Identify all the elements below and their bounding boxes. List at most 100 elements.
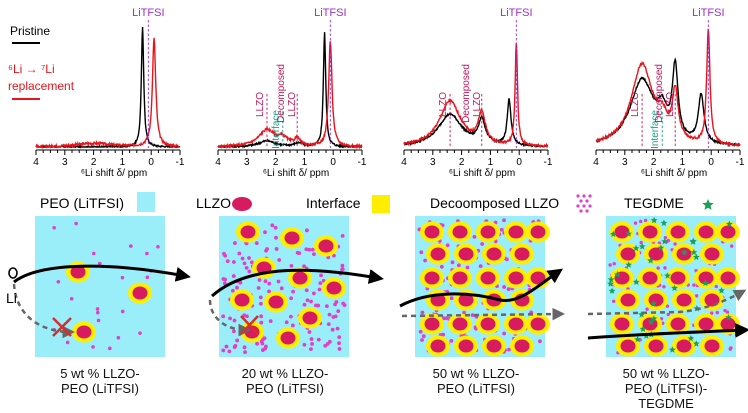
- litfsi-annotation: LiTFSI: [692, 7, 724, 19]
- llzo-label: LLZO: [196, 195, 232, 211]
- decomposed-dot: [507, 347, 511, 352]
- decomposed-dot: [95, 310, 100, 315]
- llzo-particle: [720, 271, 736, 285]
- decomposed-dot: [258, 295, 263, 300]
- blocked-cross-1: [52, 317, 72, 337]
- llzo-particle: [704, 247, 720, 261]
- llzo-particle: [424, 271, 440, 285]
- decomposed-dot: [662, 285, 666, 289]
- tegdme-star: [634, 335, 641, 343]
- llzo-particle: [458, 247, 474, 261]
- caption-line: 5 wt % LLZO-: [60, 366, 140, 381]
- li-path-arrow-1: [13, 264, 191, 284]
- decomposed-dot: [243, 350, 247, 355]
- llzo-annotation: LLZO: [630, 92, 641, 117]
- decomposed-dot: [332, 253, 336, 258]
- decomposed-dot: [714, 284, 718, 289]
- decomposed-dot: [69, 296, 74, 301]
- llzo-particle: [326, 281, 342, 295]
- decomposed-dot: [337, 341, 341, 346]
- llzo-annotation: LLZO: [472, 92, 483, 117]
- decomposed-dot: [264, 344, 268, 349]
- decomposed-dot: [52, 225, 56, 230]
- interface-annotation: Interface: [271, 110, 282, 149]
- llzo-particle: [458, 293, 474, 307]
- tegdme-star: [607, 276, 615, 283]
- llzo-particle: [240, 225, 256, 239]
- tegdme-star: [702, 279, 709, 287]
- decomposed-dot: [336, 309, 341, 314]
- decomposed-annotation: Decomposed: [654, 64, 665, 123]
- decomposed-dot: [270, 223, 275, 228]
- decomposed-dot: [231, 329, 236, 334]
- llzo-particle: [486, 247, 502, 261]
- tegdme-star: [725, 314, 732, 321]
- nmr-spectra: 4 3 2 1 0 -1 ⁶Li shift δ/ ppm LiTFSI 4 3 2 1 0 -1 ⁶Li …: [33, 7, 745, 179]
- x-tick-label: 4: [593, 157, 599, 168]
- decomposed-dot: [465, 265, 470, 270]
- llzo-particle: [698, 225, 714, 239]
- llzo-particle: [620, 293, 636, 307]
- llzo-particle: [430, 247, 446, 261]
- decomposed-dot: [91, 345, 95, 349]
- llzo-particle: [642, 225, 658, 239]
- replacement-spectrum-line: [217, 41, 363, 150]
- decomposed-dot: [97, 261, 102, 266]
- decomposed-dot: [502, 285, 507, 289]
- x-tick-label: -1: [736, 157, 745, 168]
- llzo-particle: [648, 293, 664, 307]
- decomposed-dot: [325, 342, 330, 346]
- schematic-panels: [8, 192, 748, 357]
- legend-replacement-label-2: replacement: [8, 79, 75, 93]
- decomposed-dot: [319, 273, 323, 278]
- legend-replacement-line: [12, 98, 40, 100]
- llzo-annotation: LLZO: [255, 92, 266, 117]
- spectrum-panel-2: 4 3 2 1 0 -1 ⁶Li shift δ/ ppm LLZO InterfaceDeco…: [215, 7, 367, 179]
- llzo-particle: [648, 247, 664, 261]
- x-tick-label: 4: [215, 157, 221, 168]
- decomposed-dot: [65, 340, 70, 345]
- llzo-particle: [648, 339, 664, 353]
- pristine-spectrum-line: [217, 32, 362, 149]
- decomposed-dot: [449, 296, 454, 301]
- llzo-particle: [620, 339, 636, 353]
- tegdme-star: [692, 253, 700, 261]
- decomposed-dot: [730, 244, 734, 248]
- llzo-particle: [132, 286, 148, 300]
- decomposed-dot: [330, 327, 335, 332]
- x-tick-label: 3: [62, 157, 68, 168]
- decomposed-dot: [230, 288, 235, 293]
- decomposed-dot-icon: [579, 209, 583, 213]
- x-tick-label: 3: [244, 157, 250, 168]
- llzo-particle: [670, 271, 686, 285]
- decomposed-dot: [666, 238, 671, 243]
- x-tick-label: 2: [459, 157, 465, 168]
- replacement-spectrum-line: [595, 28, 741, 148]
- decomposed-dot: [267, 289, 271, 294]
- decomposed-dot: [224, 344, 229, 349]
- decomposed-dot: [665, 304, 670, 308]
- caption-panel-4: 50 wt % LLZO- PEO (LiTFSI)- TEGDME: [596, 366, 736, 411]
- x-tick-label: 1: [488, 157, 494, 168]
- x-tick-label: 1: [120, 157, 126, 168]
- decomposed-dot: [725, 310, 730, 314]
- llzo-particle: [614, 225, 630, 239]
- tegdme-star: [608, 287, 616, 294]
- decomposed-dot: [316, 337, 321, 342]
- decomposed-dot: [264, 248, 268, 253]
- decomposed-dot: [710, 311, 714, 315]
- decomposed-dot: [228, 316, 232, 321]
- tegdme-star: [650, 300, 657, 307]
- decomposed-dot-icon: [576, 204, 580, 208]
- decomposed-dot-icon: [576, 194, 580, 198]
- decomposed-dot: [274, 247, 279, 251]
- caption-panel-1: 5 wt % LLZO- PEO (LiTFSI): [30, 366, 170, 396]
- llzo-particle: [424, 225, 440, 239]
- llzo-particle: [620, 247, 636, 261]
- decomposed-dot: [232, 318, 237, 323]
- decomposed-dot: [247, 269, 252, 274]
- llzo-annotation: LLZO: [438, 92, 449, 117]
- tegdme-label: TEGDME: [624, 195, 684, 211]
- decomposed-dot: [225, 259, 230, 264]
